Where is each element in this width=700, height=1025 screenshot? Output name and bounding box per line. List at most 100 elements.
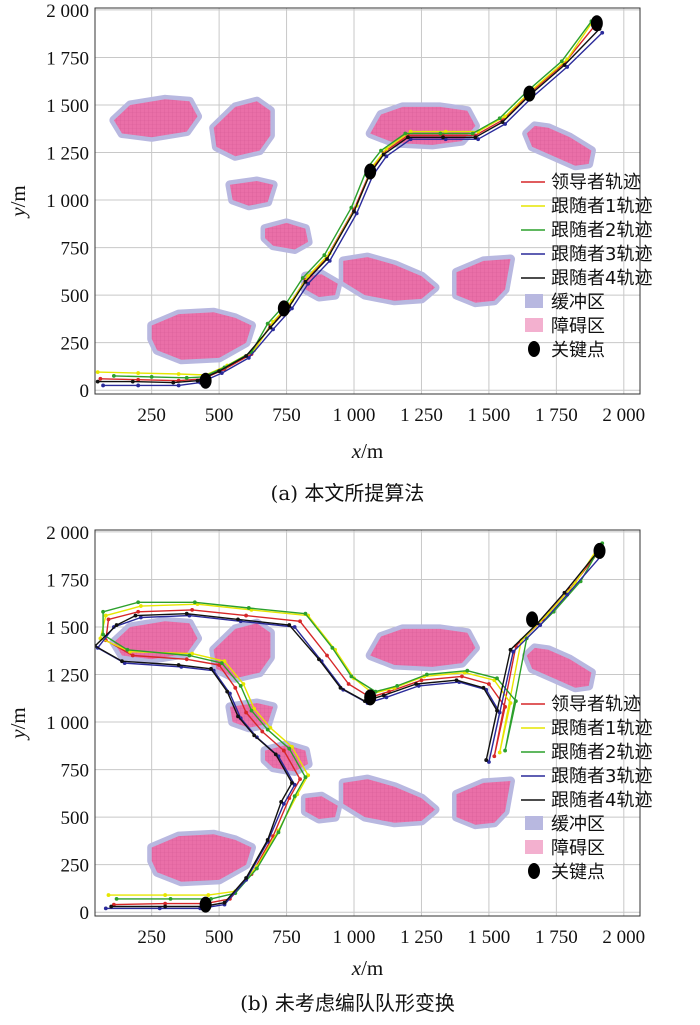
obstacle-zone: [456, 781, 511, 825]
series-point: [217, 663, 222, 667]
series-point: [395, 684, 400, 688]
series-point: [600, 30, 605, 35]
tick-labels: 250 500 750 1 000 1 250 1 500 1 750 2 000 0 250 50…: [46, 523, 645, 948]
series-point: [562, 590, 567, 595]
series-point: [346, 682, 351, 686]
series-point: [538, 623, 543, 627]
series-point: [225, 689, 230, 694]
series-point: [163, 901, 168, 906]
y-tick-label: 2 000: [46, 1, 89, 22]
x-tick-label: 750: [272, 405, 301, 426]
x-tick-label: 500: [205, 405, 234, 426]
series-point: [246, 355, 251, 360]
series-point: [408, 137, 413, 142]
series-point: [381, 152, 386, 157]
series-point: [136, 600, 141, 605]
obstacle-zone: [113, 99, 198, 138]
y-tick-label: 1 250: [46, 666, 89, 687]
series-point: [481, 685, 486, 690]
obstacle-zone: [213, 101, 271, 157]
series-point: [138, 604, 143, 608]
series-point: [120, 659, 124, 664]
series-point: [217, 369, 222, 374]
series-point: [424, 672, 429, 677]
series-point: [503, 114, 507, 119]
series-point: [271, 327, 275, 332]
legend-label: 障碍区: [551, 838, 605, 859]
series-point: [163, 904, 168, 909]
legend-label: 跟随者4轨迹: [551, 790, 652, 811]
series-point: [281, 748, 286, 753]
x-tick-label: 1 000: [333, 405, 376, 426]
tick-labels: 250 500 750 1 000 1 250 1 500 1 750 2 000 0 250 50…: [46, 1, 645, 426]
series-point: [244, 710, 248, 715]
series-point: [219, 661, 224, 666]
series-point: [306, 773, 311, 778]
series-point: [354, 211, 359, 216]
series-point: [443, 137, 448, 142]
keypoint: [199, 372, 212, 389]
y-tick-label: 0: [80, 903, 90, 924]
legend-label: 跟随者1轨迹: [551, 718, 652, 739]
series-point: [290, 744, 294, 749]
series-point: [268, 325, 273, 330]
legend-label: 关键点: [551, 862, 605, 883]
keypoint: [364, 163, 377, 180]
series-point: [292, 782, 297, 787]
obstacle-zone: [343, 779, 435, 823]
x-tick-label: 1 250: [400, 405, 443, 426]
series-point: [279, 800, 284, 804]
legend-label: 跟随者2轨迹: [551, 220, 652, 241]
series-point: [163, 893, 168, 897]
y-tick-label: 750: [61, 761, 90, 782]
legend-label: 障碍区: [551, 316, 605, 337]
obstacle-zone: [265, 222, 309, 250]
series-point: [325, 653, 329, 658]
y-tick-label: 1 750: [46, 570, 89, 591]
keypoint: [277, 300, 290, 317]
series-line-3: [96, 554, 603, 910]
series-point: [136, 371, 141, 375]
obstacle-zone: [265, 744, 309, 772]
series-line-0: [105, 550, 601, 906]
series-point: [454, 678, 459, 683]
series-point: [136, 383, 141, 388]
legend-label: 跟随者1轨迹: [551, 196, 652, 217]
series-point: [176, 372, 181, 376]
plot-frame: [94, 529, 641, 917]
series-point: [192, 600, 197, 605]
series-point: [292, 794, 297, 799]
y-tick-label: 1 500: [46, 96, 89, 117]
y-tick-label: 250: [61, 334, 90, 355]
series-point: [190, 651, 195, 656]
series-point: [495, 676, 499, 681]
obstacle-zone: [151, 834, 252, 882]
series-point: [195, 378, 200, 383]
grid: [95, 530, 640, 916]
series: [95, 541, 605, 911]
series-point: [125, 647, 130, 652]
series-point: [168, 896, 173, 901]
series-point: [106, 617, 111, 622]
series-point: [98, 376, 103, 381]
series-point: [149, 374, 154, 379]
chart-panel-0: 250 500 750 1 000 1 250 1 500 1 750 2 000 0 250 50…: [6, 1, 652, 505]
y-tick-label: 1 500: [46, 618, 89, 639]
x-tick-label: 2 000: [602, 405, 645, 426]
series-point: [443, 129, 448, 134]
legend-label: 领导者轨迹: [551, 172, 641, 193]
x-tick-label: 1 000: [333, 927, 376, 948]
series-point: [317, 657, 321, 662]
series-point: [384, 695, 389, 700]
x-tick-label: 750: [272, 927, 301, 948]
series-point: [219, 371, 224, 375]
series-point: [111, 902, 116, 907]
obstacle-zone: [305, 274, 338, 297]
series-point: [95, 379, 100, 384]
series-point: [500, 120, 505, 124]
series-point: [265, 838, 270, 842]
series-point: [495, 708, 499, 713]
obstacle-zone: [229, 703, 274, 728]
legend-label: 跟随者3轨迹: [551, 766, 652, 787]
